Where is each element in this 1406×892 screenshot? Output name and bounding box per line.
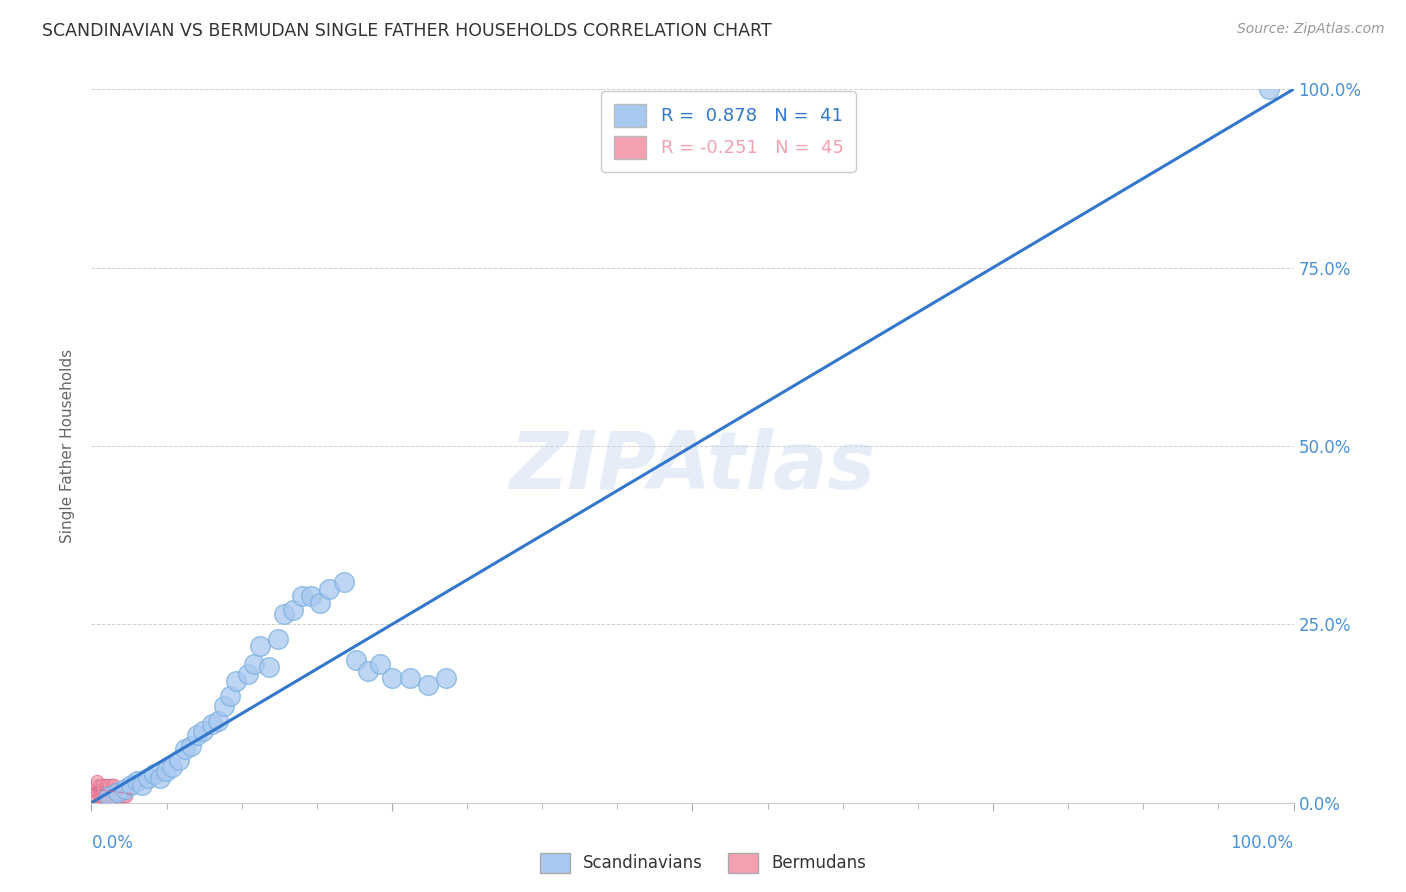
Point <box>180 739 202 753</box>
Point <box>84 778 107 792</box>
Point <box>83 781 105 796</box>
Point <box>249 639 271 653</box>
Point <box>86 785 108 799</box>
Point <box>97 789 120 803</box>
Point <box>368 657 391 671</box>
Point <box>259 660 281 674</box>
Point <box>90 789 112 803</box>
Point <box>91 778 114 792</box>
Point <box>174 742 197 756</box>
Point <box>100 789 122 803</box>
Point <box>225 674 247 689</box>
Point <box>434 671 457 685</box>
Point <box>97 781 120 796</box>
Point <box>101 781 124 796</box>
Point <box>103 785 125 799</box>
Point <box>333 574 356 589</box>
Point <box>273 607 295 621</box>
Point <box>381 671 404 685</box>
Point <box>110 785 132 799</box>
Y-axis label: Single Father Households: Single Father Households <box>60 349 76 543</box>
Point <box>84 789 107 803</box>
Point <box>98 789 121 803</box>
Text: ZIPAtlas: ZIPAtlas <box>509 428 876 507</box>
Point <box>167 753 190 767</box>
Legend: R =  0.878   N =  41, R = -0.251   N =  45: R = 0.878 N = 41, R = -0.251 N = 45 <box>600 91 856 172</box>
Point <box>93 785 115 799</box>
Point <box>308 596 330 610</box>
Point <box>108 781 131 796</box>
Point <box>107 789 129 803</box>
Point <box>96 785 118 799</box>
Text: 100.0%: 100.0% <box>1230 834 1294 852</box>
Point <box>103 778 125 792</box>
Point <box>94 781 117 796</box>
Point <box>107 785 129 799</box>
Point <box>111 785 134 799</box>
Point <box>96 778 118 792</box>
Point <box>416 678 439 692</box>
Point <box>93 789 115 803</box>
Point <box>283 603 305 617</box>
Point <box>114 781 136 796</box>
Point <box>93 778 115 792</box>
Point <box>84 785 107 799</box>
Point <box>142 767 165 781</box>
Point <box>87 789 110 803</box>
Point <box>120 778 142 792</box>
Point <box>89 778 111 792</box>
Point <box>344 653 367 667</box>
Point <box>193 724 215 739</box>
Point <box>267 632 290 646</box>
Point <box>98 785 121 799</box>
Point <box>98 778 121 792</box>
Point <box>201 717 224 731</box>
Text: 0.0%: 0.0% <box>91 834 134 852</box>
Point <box>291 589 314 603</box>
Point <box>149 771 172 785</box>
Point <box>104 789 127 803</box>
Point <box>104 781 127 796</box>
Point <box>242 657 264 671</box>
Point <box>114 785 136 799</box>
Text: Source: ZipAtlas.com: Source: ZipAtlas.com <box>1237 22 1385 37</box>
Point <box>212 699 235 714</box>
Point <box>86 774 108 789</box>
Point <box>1258 82 1281 96</box>
Point <box>94 789 117 803</box>
Text: SCANDINAVIAN VS BERMUDAN SINGLE FATHER HOUSEHOLDS CORRELATION CHART: SCANDINAVIAN VS BERMUDAN SINGLE FATHER H… <box>42 22 772 40</box>
Legend: Scandinavians, Bermudans: Scandinavians, Bermudans <box>533 847 873 880</box>
Point <box>125 774 148 789</box>
Point <box>93 781 115 796</box>
Point <box>399 671 422 685</box>
Point <box>87 781 110 796</box>
Point <box>90 781 112 796</box>
Point <box>236 667 259 681</box>
Point <box>91 785 114 799</box>
Point <box>112 789 135 803</box>
Point <box>101 785 124 799</box>
Point <box>105 785 128 799</box>
Point <box>110 789 132 803</box>
Point <box>100 781 122 796</box>
Point <box>218 689 240 703</box>
Point <box>101 778 124 792</box>
Point <box>89 785 111 799</box>
Point <box>186 728 208 742</box>
Point <box>101 789 124 803</box>
Point <box>299 589 322 603</box>
Point <box>160 760 183 774</box>
Point <box>318 582 340 596</box>
Point <box>131 778 153 792</box>
Point <box>207 714 229 728</box>
Point <box>115 789 138 803</box>
Point <box>357 664 380 678</box>
Point <box>136 771 159 785</box>
Point <box>155 764 177 778</box>
